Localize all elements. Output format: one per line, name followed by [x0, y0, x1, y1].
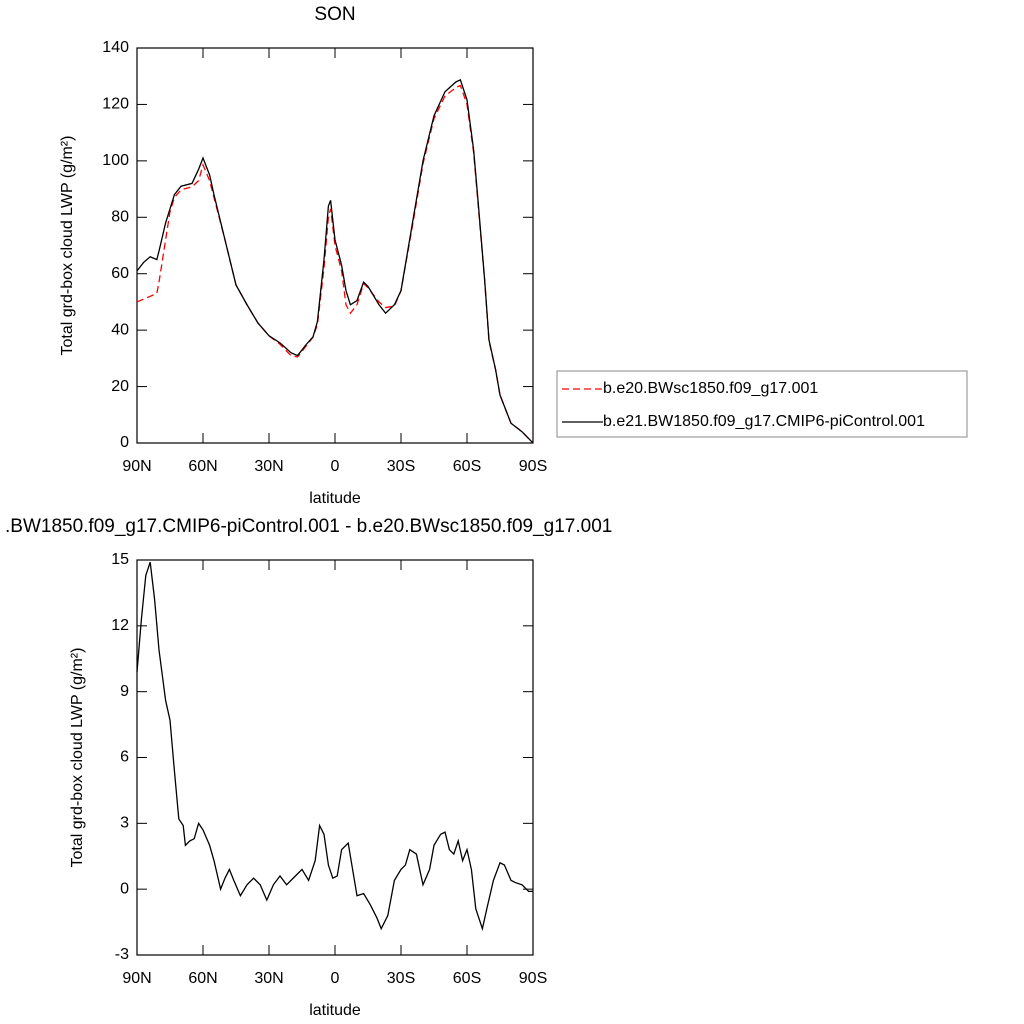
- data-line: [136, 78, 534, 444]
- x-tick-label: 0: [331, 458, 340, 475]
- x-tick-label: 30S: [387, 970, 415, 987]
- y-tick-label: 9: [120, 683, 129, 700]
- y-tick-label: 3: [120, 815, 129, 832]
- y-tick-label: 0: [120, 880, 129, 897]
- y-tick-label: 140: [102, 39, 129, 56]
- x-tick-label: 60N: [188, 970, 217, 987]
- x-tick-label: 90S: [519, 970, 547, 987]
- x-tick-label: 30S: [387, 458, 415, 475]
- y-axis-label: Total grd-box cloud LWP (g/m²): [69, 648, 86, 868]
- y-axis-label: Total grd-box cloud LWP (g/m²): [59, 136, 76, 356]
- x-axis-label: latitude: [309, 490, 361, 507]
- x-axis-label: latitude: [309, 1002, 361, 1019]
- x-tick-label: 90N: [122, 970, 151, 987]
- y-tick-label: 12: [111, 617, 129, 634]
- x-tick-label: 30N: [254, 458, 283, 475]
- y-tick-label: 60: [111, 265, 129, 282]
- legend-label: b.e20.BWsc1850.f09_g17.001: [603, 380, 818, 397]
- x-tick-label: 60N: [188, 458, 217, 475]
- x-tick-label: 60S: [453, 458, 481, 475]
- chart-title: SON: [314, 4, 355, 25]
- data-line: [136, 561, 533, 932]
- x-tick-label: 60S: [453, 970, 481, 987]
- legend-label: b.e21.BW1850.f09_g17.CMIP6-piControl.001: [603, 413, 925, 430]
- data-line: [136, 84, 534, 444]
- y-tick-label: 20: [111, 378, 129, 395]
- y-tick-label: 15: [111, 551, 129, 568]
- plot-frame: [136, 559, 534, 956]
- y-tick-label: 40: [111, 321, 129, 338]
- y-tick-label: 120: [102, 96, 129, 113]
- plot-frame: [136, 47, 534, 444]
- x-tick-label: 90N: [122, 458, 151, 475]
- x-tick-label: 0: [331, 970, 340, 987]
- y-tick-label: 80: [111, 209, 129, 226]
- y-tick-label: -3: [115, 946, 129, 963]
- y-tick-label: 0: [120, 434, 129, 451]
- legend-box: [556, 370, 968, 438]
- x-tick-label: 90S: [519, 458, 547, 475]
- y-tick-label: 6: [120, 749, 129, 766]
- y-tick-label: 100: [102, 152, 129, 169]
- chart-title: .BW1850.f09_g17.CMIP6-piControl.001 - b.…: [5, 516, 612, 537]
- x-tick-label: 30N: [254, 970, 283, 987]
